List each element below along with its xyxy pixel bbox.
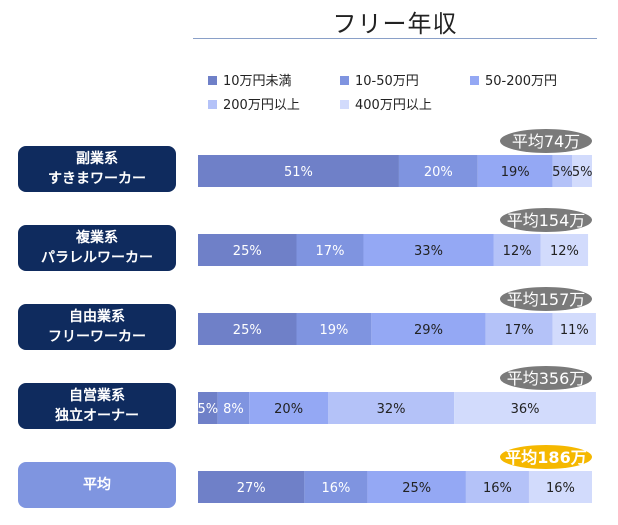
legend-label-2: 50-200万円 bbox=[485, 74, 557, 89]
bar-segment-r1-s1 bbox=[296, 234, 364, 266]
data-label-r2-s3: 17% bbox=[505, 323, 534, 338]
data-label-r4-s2: 25% bbox=[402, 481, 431, 496]
average-badge-2 bbox=[500, 287, 592, 311]
legend-swatch-1 bbox=[340, 76, 349, 85]
legend-swatch-2 bbox=[470, 76, 479, 85]
legend-swatch-3 bbox=[208, 100, 217, 109]
data-label-r1-s0: 25% bbox=[233, 244, 262, 259]
category-label-1: 複業系パラレルワーカー bbox=[18, 225, 176, 271]
legend-label-0: 10万円未満 bbox=[223, 74, 292, 89]
category-label-0: 副業系すきまワーカー bbox=[18, 146, 176, 192]
data-label-r4-s4: 16% bbox=[546, 481, 575, 496]
category-label-line: 自由業系 bbox=[69, 309, 125, 325]
data-label-r2-s0: 25% bbox=[233, 323, 262, 338]
data-label-r0-s4: 5% bbox=[572, 165, 593, 180]
category-label-line: 自営業系 bbox=[69, 388, 125, 404]
bar-segment-r0-s0 bbox=[198, 155, 399, 187]
bar-segment-r2-s1 bbox=[296, 313, 372, 345]
data-label-r1-s3: 12% bbox=[503, 244, 532, 259]
legend-swatch-4 bbox=[340, 100, 349, 109]
data-label-r3-s2: 20% bbox=[274, 402, 303, 417]
bar-segment-r2-s3 bbox=[485, 313, 553, 345]
bar-segment-r3-s3 bbox=[328, 392, 455, 424]
data-label-r0-s0: 51% bbox=[284, 165, 313, 180]
category-label-line: 複業系 bbox=[76, 230, 118, 246]
data-label-r3-s0: 5% bbox=[198, 402, 219, 417]
data-label-r1-s1: 17% bbox=[316, 244, 345, 259]
bar-segment-r4-s2 bbox=[367, 471, 466, 503]
average-badge-1 bbox=[500, 208, 592, 232]
bar-segment-r4-s1 bbox=[304, 471, 368, 503]
data-label-r1-s4: 12% bbox=[550, 244, 579, 259]
category-label-line: 独立オーナー bbox=[55, 408, 139, 424]
legend-label-1: 10-50万円 bbox=[355, 74, 419, 89]
legend-label-4: 400万円以上 bbox=[355, 98, 432, 113]
data-label-r3-s1: 8% bbox=[223, 402, 244, 417]
category-label-2: 自由業系フリーワーカー bbox=[18, 304, 176, 350]
average-label-1: 平均154万 bbox=[507, 211, 586, 230]
bar-segment-r3-s0 bbox=[198, 392, 218, 424]
bar-segment-r3-s1 bbox=[217, 392, 250, 424]
average-label-4: 平均186万 bbox=[505, 448, 586, 467]
bar-segment-r1-s2 bbox=[363, 234, 494, 266]
chart-title: フリー年収 bbox=[332, 10, 458, 38]
bar-segment-r3-s4 bbox=[454, 392, 596, 424]
category-label-line: 副業系 bbox=[76, 151, 118, 167]
data-label-r3-s4: 36% bbox=[511, 402, 540, 417]
category-label-line: フリーワーカー bbox=[48, 329, 146, 345]
bar-segment-r4-s4 bbox=[528, 471, 592, 503]
bar-segment-r4-s0 bbox=[198, 471, 305, 503]
category-label-line: パラレルワーカー bbox=[41, 250, 153, 266]
data-label-r2-s1: 19% bbox=[319, 323, 348, 338]
bar-segment-r2-s2 bbox=[371, 313, 486, 345]
data-label-r4-s0: 27% bbox=[237, 481, 266, 496]
data-label-r4-s1: 16% bbox=[321, 481, 350, 496]
category-label-3: 自営業系独立オーナー bbox=[18, 383, 176, 429]
data-label-r3-s3: 32% bbox=[377, 402, 406, 417]
average-label-2: 平均157万 bbox=[507, 290, 586, 309]
bar-segment-r2-s0 bbox=[198, 313, 297, 345]
average-label-0: 平均74万 bbox=[512, 132, 580, 151]
bar-segment-r0-s2 bbox=[477, 155, 553, 187]
average-badge-4 bbox=[500, 445, 592, 469]
bar-segment-r2-s4 bbox=[552, 313, 596, 345]
data-label-r0-s3: 5% bbox=[552, 165, 573, 180]
average-label-3: 平均356万 bbox=[507, 369, 586, 388]
average-badge-3 bbox=[500, 366, 592, 390]
bar-segment-r0-s1 bbox=[398, 155, 478, 187]
bar-segment-r1-s3 bbox=[493, 234, 541, 266]
bar-segment-r0-s3 bbox=[552, 155, 573, 187]
category-label-line: すきまワーカー bbox=[48, 171, 146, 187]
category-label-line: 平均 bbox=[83, 477, 111, 493]
bar-segment-r4-s3 bbox=[465, 471, 529, 503]
data-label-r0-s2: 19% bbox=[501, 165, 530, 180]
category-label-4: 平均 bbox=[18, 462, 176, 508]
average-badge-0 bbox=[500, 129, 592, 153]
bar-segment-r1-s0 bbox=[198, 234, 297, 266]
data-label-r4-s3: 16% bbox=[483, 481, 512, 496]
data-label-r0-s1: 20% bbox=[424, 165, 453, 180]
bar-segment-r0-s4 bbox=[572, 155, 592, 187]
bar-segment-r3-s2 bbox=[249, 392, 329, 424]
legend-label-3: 200万円以上 bbox=[223, 98, 300, 113]
legend-swatch-0 bbox=[208, 76, 217, 85]
data-label-r2-s2: 29% bbox=[414, 323, 443, 338]
data-label-r1-s2: 33% bbox=[414, 244, 443, 259]
title-underline bbox=[193, 38, 597, 39]
data-label-r2-s4: 11% bbox=[560, 323, 589, 338]
bar-segment-r1-s4 bbox=[540, 234, 589, 266]
